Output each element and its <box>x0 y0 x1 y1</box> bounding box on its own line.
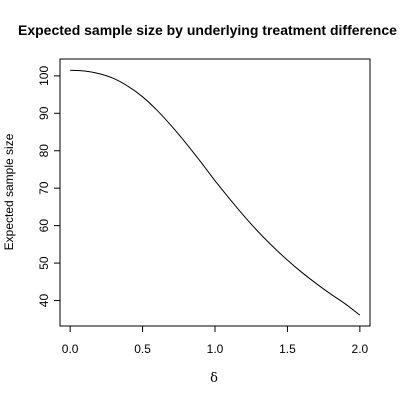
chart-title: Expected sample size by underlying treat… <box>18 22 397 38</box>
x-tick-label: 1.0 <box>207 342 224 356</box>
x-tick-label: 0.0 <box>62 342 79 356</box>
x-axis: 0.0 0.5 1.0 1.5 2.0 <box>62 326 369 356</box>
y-tick-label: 50 <box>37 256 51 270</box>
y-axis: 40 50 60 70 80 90 100 <box>37 66 60 308</box>
y-tick-label: 70 <box>37 181 51 195</box>
y-tick-label: 100 <box>37 66 51 86</box>
plot-frame <box>59 58 371 327</box>
x-axis-label: δ <box>210 371 218 386</box>
y-tick-label: 40 <box>37 294 51 308</box>
y-tick-label: 60 <box>37 219 51 233</box>
x-tick-label: 2.0 <box>352 342 369 356</box>
series-line <box>70 69 361 316</box>
x-tick-label: 0.5 <box>134 342 151 356</box>
y-axis-label: Expected sample size <box>2 133 16 250</box>
y-tick-label: 90 <box>37 106 51 120</box>
x-tick-label: 1.5 <box>279 342 296 356</box>
y-tick-label: 80 <box>37 144 51 158</box>
